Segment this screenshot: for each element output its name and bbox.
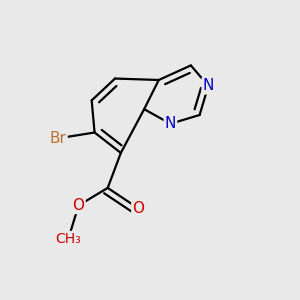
Text: N: N: [202, 78, 214, 93]
Text: CH₃: CH₃: [56, 232, 81, 246]
Text: Br: Br: [50, 131, 67, 146]
Text: O: O: [73, 198, 85, 213]
Text: N: N: [165, 116, 176, 131]
Text: N: N: [202, 78, 214, 93]
Text: O: O: [73, 198, 85, 213]
Text: CH₃: CH₃: [56, 232, 81, 246]
Text: O: O: [132, 201, 144, 216]
Text: N: N: [165, 116, 176, 131]
Text: Br: Br: [50, 131, 67, 146]
Text: O: O: [132, 201, 144, 216]
